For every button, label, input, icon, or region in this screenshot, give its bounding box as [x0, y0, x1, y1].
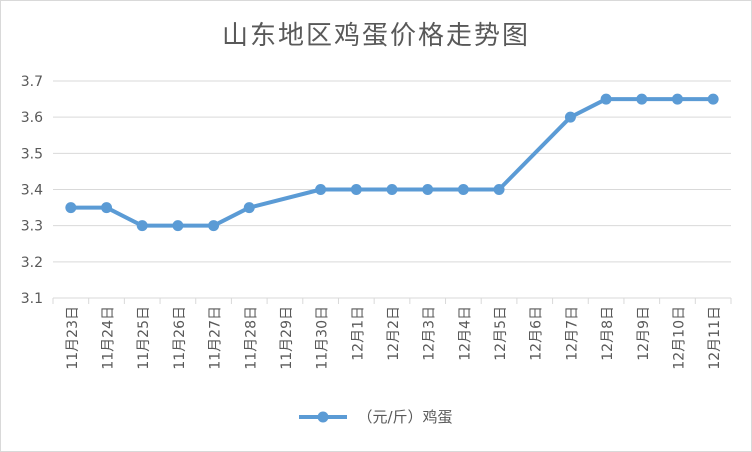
data-point [457, 184, 469, 195]
x-tick-label: 11月27日 [208, 306, 224, 370]
x-tick-label: 11月25日 [136, 306, 152, 370]
x-tick-label: 12月2日 [386, 306, 402, 361]
data-point [172, 220, 184, 232]
y-tick-label: 3.6 [21, 110, 43, 126]
x-tick-label: 12月3日 [422, 306, 438, 361]
data-point [671, 93, 683, 105]
y-tick-label: 3.5 [21, 146, 43, 162]
line-chart: 3.1 3.2 3.3 3.4 3.5 3.6 3.7 11月23日 11月24日 11月25日 1… [21, 74, 732, 370]
x-tick-label: 12月5日 [493, 306, 509, 361]
y-tick-label: 3.2 [21, 255, 43, 271]
x-tick-label: 12月10日 [671, 306, 687, 370]
legend-label: （元/斤）鸡蛋 [357, 408, 453, 426]
data-point [65, 202, 77, 214]
data-point [208, 220, 220, 232]
x-tick-label: 12月8日 [600, 306, 616, 361]
y-tick-label: 3.3 [21, 219, 43, 235]
x-tick-label: 11月24日 [101, 306, 117, 370]
legend: （元/斤）鸡蛋 [1, 406, 751, 427]
x-tick-label: 12月11日 [707, 306, 723, 370]
x-tick-label: 11月30日 [315, 306, 331, 370]
x-tick-label: 12月6日 [529, 306, 545, 361]
data-point [707, 93, 719, 105]
data-point [386, 184, 398, 195]
y-tick-label: 3.7 [21, 74, 43, 90]
data-point [136, 220, 148, 232]
x-tick-label: 12月4日 [457, 306, 473, 361]
legend-line-marker-icon [299, 411, 348, 422]
x-tick-label: 12月9日 [636, 306, 652, 361]
data-point [101, 202, 113, 214]
series-line [68, 97, 716, 228]
x-tick-label: 11月26日 [172, 306, 188, 370]
data-point [315, 184, 327, 195]
data-point [636, 93, 648, 105]
chart-title: 山东地区鸡蛋价格走势图 [221, 21, 530, 51]
y-tick-label: 3.4 [21, 183, 43, 199]
x-tick-label: 11月29日 [279, 306, 295, 370]
data-point [243, 202, 255, 214]
data-point [422, 184, 434, 195]
data-point [350, 184, 362, 195]
data-point [564, 111, 576, 123]
x-tick-label: 11月23日 [65, 306, 81, 370]
x-tick-label: 12月7日 [564, 306, 580, 361]
data-point [600, 93, 612, 105]
data-point [493, 184, 505, 195]
x-tick-label: 11月28日 [243, 306, 259, 370]
x-tick-label: 12月1日 [350, 306, 366, 361]
y-tick-label: 3.1 [21, 291, 43, 307]
